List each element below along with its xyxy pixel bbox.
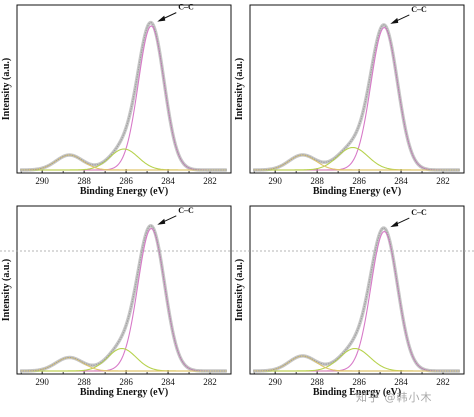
x-tick-label: 290	[268, 377, 282, 387]
fit-envelope-curve	[253, 24, 460, 171]
x-tick-label: 290	[35, 377, 49, 387]
raw-data-envelope	[19, 20, 228, 172]
co-component-curve	[20, 148, 227, 171]
fit-envelope-curve	[253, 227, 460, 372]
plot-frame	[16, 205, 232, 375]
x-tick-label: 284	[394, 176, 408, 186]
peak-annotation-label: C–C	[178, 206, 194, 215]
x-tick-label: 282	[203, 377, 217, 387]
x-tick-label: 288	[310, 176, 324, 186]
cc-component-curve	[253, 230, 460, 372]
annotation-arrow-head	[157, 15, 166, 22]
co-component-curve	[253, 146, 460, 171]
raw-data-envelope	[19, 224, 228, 373]
x-tick-label: 282	[436, 176, 450, 186]
x-tick-label: 286	[352, 176, 366, 186]
fit-envelope-curve	[20, 225, 227, 372]
x-tick-label: 288	[77, 176, 91, 186]
plot-frame	[16, 4, 232, 174]
raw-data-envelope	[252, 226, 461, 373]
chart-panel-top-left: 290 288 286 284 282 Binding Energy (eV) Intens…	[1, 3, 232, 197]
fit-envelope-curve	[20, 22, 227, 171]
annotation-arrow-head	[390, 221, 399, 228]
y-axis-title: Intensity (a.u.)	[1, 58, 12, 121]
y-axis-title: Intensity (a.u.)	[234, 259, 245, 322]
chart-panel-bottom-right: 290 288 286 284 282 Binding Energy (eV) Intens…	[0, 205, 474, 398]
annotation-arrow-head	[157, 218, 166, 225]
x-tick-label: 286	[119, 176, 133, 186]
x-tick-label: 284	[394, 377, 408, 387]
x-axis-title: Binding Energy (eV)	[313, 186, 401, 197]
x-tick-label: 286	[119, 377, 133, 387]
plot-frame	[249, 205, 465, 375]
x-tick-label: 290	[35, 176, 49, 186]
x-tick-label: 284	[161, 377, 175, 387]
x-tick-label: 284	[161, 176, 175, 186]
watermark: 知乎 @韩小木	[356, 391, 433, 404]
peak-annotation-label: C–C	[178, 3, 194, 12]
x-tick-label: 290	[268, 176, 282, 186]
x-tick-label: 282	[436, 377, 450, 387]
cc-component-curve	[20, 25, 227, 171]
x-tick-label: 288	[77, 377, 91, 387]
peak-annotation-label: C–C	[411, 208, 427, 217]
plot-frame	[249, 4, 465, 174]
x-axis-title: Binding Energy (eV)	[80, 387, 168, 398]
chart-panel-top-right: 290 288 286 284 282 Binding Energy (eV) Intens…	[234, 4, 465, 197]
annotation-arrow-head	[390, 17, 399, 24]
y-axis-title: Intensity (a.u.)	[234, 58, 245, 121]
x-tick-label: 282	[203, 176, 217, 186]
x-tick-label: 286	[352, 377, 366, 387]
x-axis-title: Binding Energy (eV)	[313, 387, 401, 398]
cc-component-curve	[20, 227, 227, 372]
peak-annotation-label: C–C	[411, 5, 427, 14]
x-tick-label: 288	[310, 377, 324, 387]
x-axis-title: Binding Energy (eV)	[80, 186, 168, 197]
co-component-curve	[253, 347, 460, 372]
y-axis-title: Intensity (a.u.)	[1, 259, 12, 322]
